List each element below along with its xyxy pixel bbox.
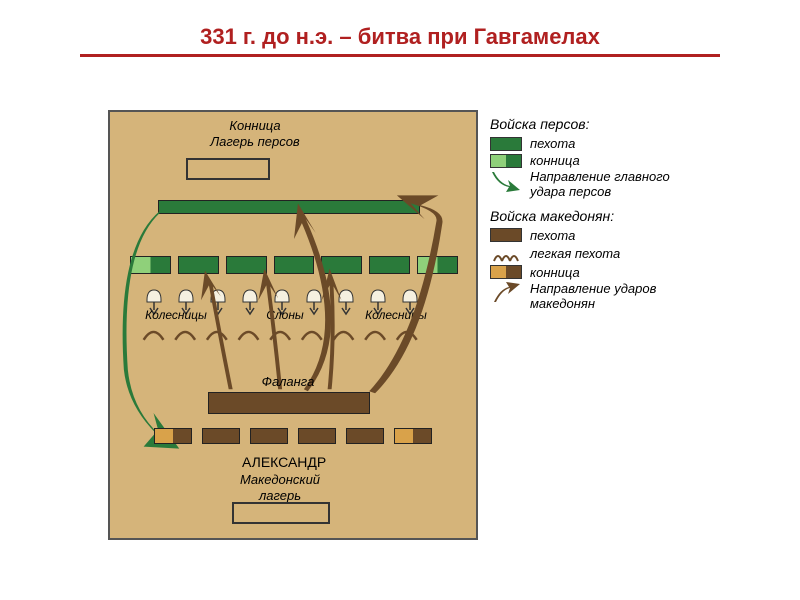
legend-macedonian-cavalry-label: конница	[530, 265, 580, 280]
legend-macedonian-title: Войска македонян:	[490, 208, 686, 224]
light-infantry-row	[144, 332, 417, 340]
page-title: 331 г. до н.э. – битва при Гавгамелах	[0, 0, 800, 54]
battle-map: Конница Лагерь персов Колесницы Слоны Ко…	[108, 110, 478, 540]
legend-macedonian-infantry: пехота	[490, 228, 686, 243]
legend-persian-cavalry: конница	[490, 153, 686, 168]
title-underline	[80, 54, 720, 57]
legend-macedonian-infantry-label: пехота	[530, 228, 575, 243]
label-macedonian-camp-2: лагерь	[210, 488, 350, 503]
macedonian-line	[110, 428, 476, 446]
legend-persian-cavalry-label: конница	[530, 153, 580, 168]
label-alexander: АЛЕКСАНДР	[242, 454, 326, 470]
light-infantry-icon	[490, 245, 522, 263]
swatch-macedonian-cavalry	[490, 265, 522, 279]
swatch-persian-cavalry	[490, 154, 522, 168]
legend-persian-direction-label: Направление главного удара персов	[530, 170, 686, 200]
macedonian-unit	[394, 428, 432, 444]
macedonian-unit	[202, 428, 240, 444]
legend-macedonian-cavalry: конница	[490, 265, 686, 280]
swatch-persian-infantry	[490, 137, 522, 151]
label-macedonian-camp-1: Македонский	[210, 472, 350, 487]
legend-macedonian-light: легкая пехота	[490, 245, 686, 263]
legend-macedonian-light-label: легкая пехота	[530, 246, 620, 261]
legend-persian-title: Войска персов:	[490, 116, 686, 132]
label-phalanx: Фаланга	[218, 374, 358, 389]
macedonian-camp	[232, 502, 330, 524]
arrow-icon-macedonian	[490, 282, 522, 304]
mac-arrow-wide-mid	[294, 203, 331, 391]
mac-arrow-2	[258, 269, 282, 390]
legend-persian-infantry-label: пехота	[530, 136, 575, 151]
arrow-icon-persian	[490, 170, 522, 192]
legend-persian-infantry: пехота	[490, 136, 686, 151]
mac-arrow-wide-right	[369, 195, 442, 393]
swatch-macedonian-infantry	[490, 228, 522, 242]
main-area: Войска персов: пехота конница Направлени…	[108, 110, 688, 580]
macedonian-unit	[298, 428, 336, 444]
mac-arrow-1	[201, 271, 233, 390]
phalanx	[208, 392, 370, 414]
macedonian-unit	[250, 428, 288, 444]
macedonian-unit	[346, 428, 384, 444]
page-title-text: 331 г. до н.э. – битва при Гавгамелах	[200, 24, 600, 49]
legend: Войска персов: пехота конница Направлени…	[490, 112, 686, 314]
macedonian-unit	[154, 428, 192, 444]
legend-persian-direction: Направление главного удара персов	[490, 170, 686, 200]
legend-macedonian-direction-label: Направление ударов македонян	[530, 282, 686, 312]
legend-macedonian-direction: Направление ударов македонян	[490, 282, 686, 312]
persian-main-arrow	[123, 211, 180, 448]
